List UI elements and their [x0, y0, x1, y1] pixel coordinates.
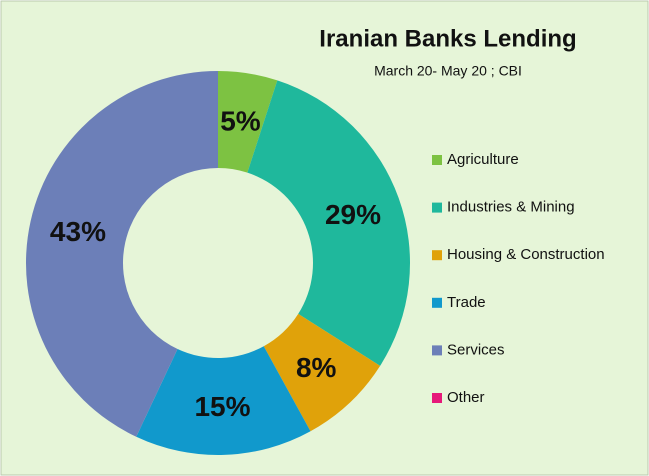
legend-swatch [432, 393, 442, 403]
donut-slice [247, 80, 410, 366]
legend-label: Services [447, 341, 505, 358]
legend-swatch [432, 202, 442, 213]
legend-swatch [432, 297, 442, 308]
donut-slice [136, 346, 311, 456]
chart-title: Iranian Banks Lending [319, 25, 576, 52]
legend-label: Agriculture [447, 151, 519, 168]
legend-swatch [432, 250, 442, 261]
legend-label: Housing & Construction [447, 246, 605, 263]
slice-label: 15% [194, 391, 250, 422]
legend-label: Trade [447, 294, 486, 311]
legend-swatch [432, 155, 442, 165]
legend-swatch [432, 345, 442, 356]
donut-slice [218, 71, 278, 173]
slice-label: 29% [325, 199, 381, 230]
chart-subtitle: March 20- May 20 ; CBI [374, 63, 522, 79]
slice-label: 43% [50, 216, 106, 247]
slice-label: 8% [296, 352, 337, 383]
donut-slice [263, 313, 381, 432]
legend-label: Other [447, 389, 485, 406]
slice-label: 5% [220, 106, 261, 137]
donut-slice [26, 71, 219, 437]
legend-label: Industries & Mining [447, 199, 575, 216]
